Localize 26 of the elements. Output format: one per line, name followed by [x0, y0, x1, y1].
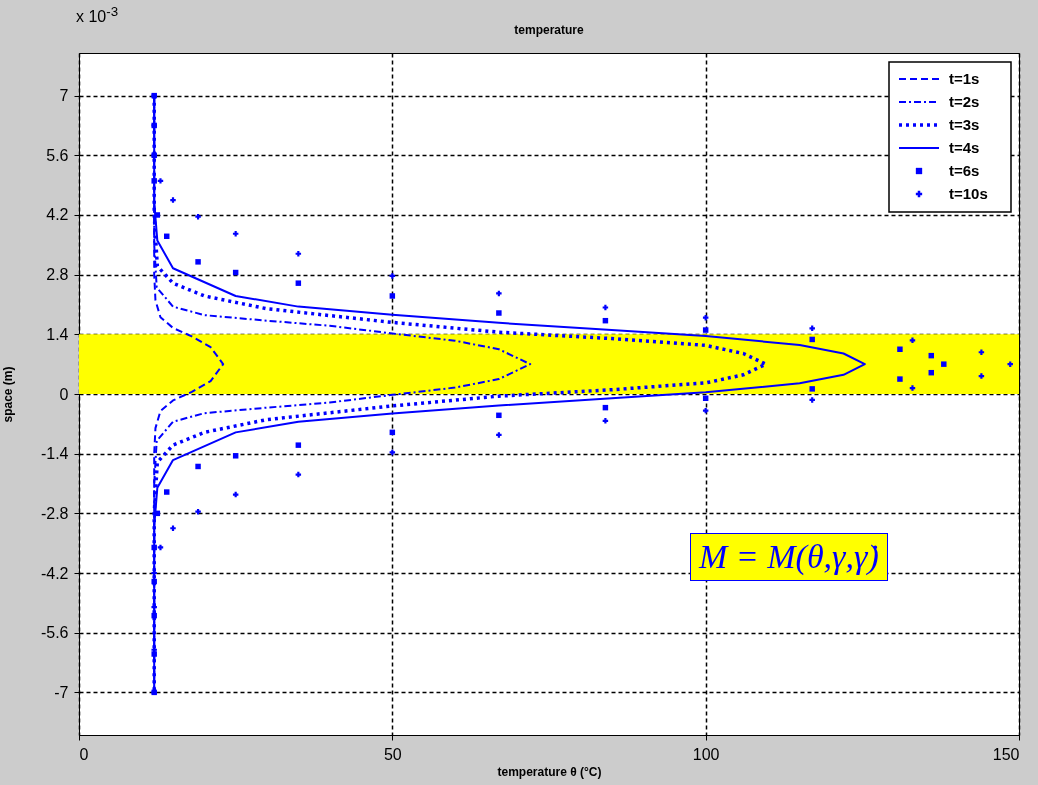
y-tick-label: -5.6 — [40, 624, 69, 642]
legend-label: t=1s — [949, 70, 980, 87]
legend-label: t=10s — [949, 185, 988, 202]
legend-label: t=4s — [949, 139, 980, 156]
legend-label: t=2s — [949, 93, 980, 110]
y-axis-title: space (m) — [0, 366, 15, 423]
y-tick-label: -1.4 — [40, 445, 69, 463]
y-tick-label: 0 — [59, 385, 69, 403]
x-tick-label: 100 — [692, 745, 720, 763]
y-tick-label: 7 — [59, 87, 69, 105]
x-tick-label: 50 — [383, 745, 402, 763]
y-tick-label: -4.2 — [40, 564, 69, 582]
y-tick-label: -2.8 — [40, 504, 69, 522]
legend-label: t=6s — [949, 162, 980, 179]
text: x 10$^{-3}$ — [76, 4, 119, 27]
x-tick-label: 0 — [79, 745, 89, 763]
x-tick-label: 150 — [992, 745, 1020, 763]
y-tick-label: 1.4 — [46, 325, 69, 343]
y-tick-label: -7 — [54, 683, 69, 701]
y-tick-label: 4.2 — [46, 206, 69, 224]
y-tick-label: 2.8 — [46, 266, 69, 284]
annotation: M = M(θ,γ,γ̇) — [690, 533, 888, 581]
legend-label: t=3s — [949, 116, 980, 133]
y-tick-label: 5.6 — [46, 146, 69, 164]
chart-title: temperature — [514, 23, 584, 37]
x-axis-title: temperature θ (°C) — [497, 764, 602, 779]
